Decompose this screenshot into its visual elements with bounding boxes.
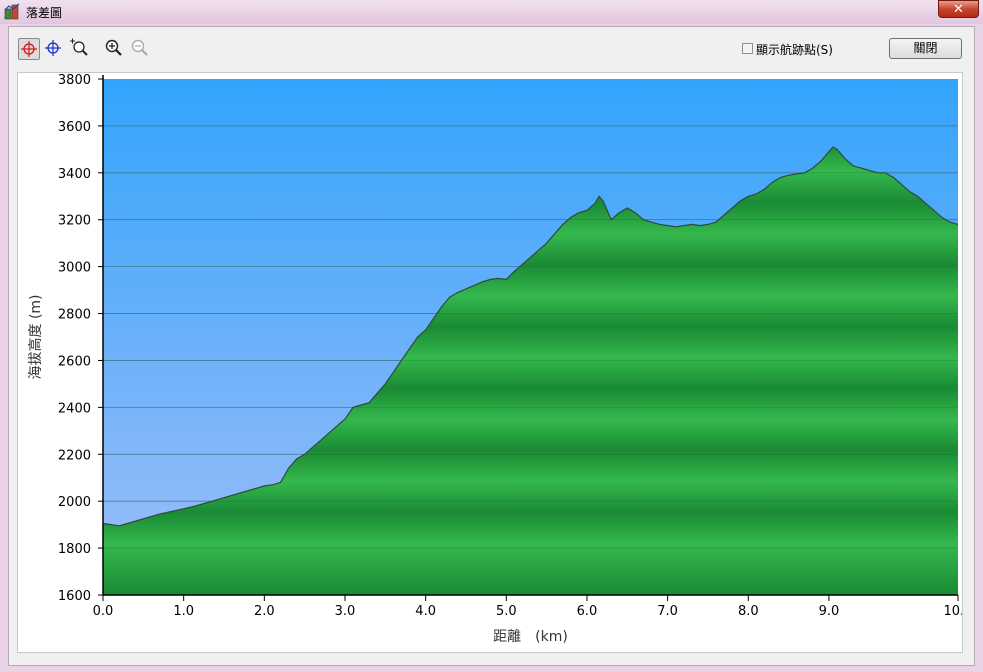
window-client: 顯示航跡點(S) 關閉 [8, 26, 975, 666]
tool-zoom-region[interactable] [69, 38, 91, 60]
x-tick-label: 10.6 [944, 604, 962, 619]
y-tick-label: 2600 [58, 354, 91, 369]
elevation-line [102, 146, 959, 527]
show-track-points-label: 顯示航跡點(S) [756, 43, 833, 57]
zoom-region-icon [70, 38, 88, 56]
x-tick-label: 4.0 [415, 604, 436, 619]
title-bar: 落差圖 ✕ [0, 0, 983, 24]
tool-crosshair-blue[interactable] [43, 38, 65, 60]
x-tick-label: 0.0 [93, 604, 114, 619]
elevation-chart-frame: 1600 1800 2000 2200 2400 2600 2800 3000 3200 3400… [17, 72, 963, 653]
y-tick-label: 1800 [58, 542, 91, 557]
y-tick-label: 2000 [58, 495, 91, 510]
zoom-in-icon [105, 39, 122, 56]
y-tick-label: 2400 [58, 401, 91, 416]
window-close-button[interactable]: ✕ [938, 0, 979, 18]
tool-zoom-out[interactable] [130, 38, 152, 60]
x-tick-label: 5.0 [496, 604, 517, 619]
y-tick-label: 3800 [58, 73, 91, 88]
elevation-area [103, 147, 958, 595]
crosshair-red-icon [21, 41, 37, 57]
x-axis-label: 距離 (km) [493, 628, 568, 645]
crosshair-blue-icon [45, 40, 61, 56]
tool-zoom-in[interactable] [104, 38, 126, 60]
x-tick-label: 7.0 [657, 604, 678, 619]
elevation-chart[interactable]: 1600 1800 2000 2200 2400 2600 2800 3000 3200 3400… [18, 73, 962, 652]
x-tick-label: 1.0 [173, 604, 194, 619]
y-tick-label: 1600 [58, 589, 91, 604]
x-tick-label: 2.0 [254, 604, 275, 619]
x-tick-label: 9.0 [819, 604, 840, 619]
show-track-points-checkbox[interactable] [742, 43, 753, 54]
app-icon [4, 3, 20, 20]
y-tick-label: 3200 [58, 214, 91, 229]
y-tick-label: 3400 [58, 167, 91, 182]
y-tick-label: 3600 [58, 120, 91, 135]
window-title: 落差圖 [26, 6, 63, 20]
x-tick-label: 8.0 [738, 604, 759, 619]
y-tick-label: 2800 [58, 308, 91, 323]
y-tick-label: 3000 [58, 261, 91, 276]
zoom-out-icon [131, 39, 148, 56]
close-button[interactable]: 關閉 [889, 38, 962, 59]
tool-crosshair-red[interactable] [18, 38, 40, 60]
x-tick-label: 6.0 [577, 604, 598, 619]
y-tick-label: 2200 [58, 448, 91, 463]
y-axis-label: 海拔高度 (m) [27, 294, 44, 379]
x-tick-label: 3.0 [335, 604, 356, 619]
